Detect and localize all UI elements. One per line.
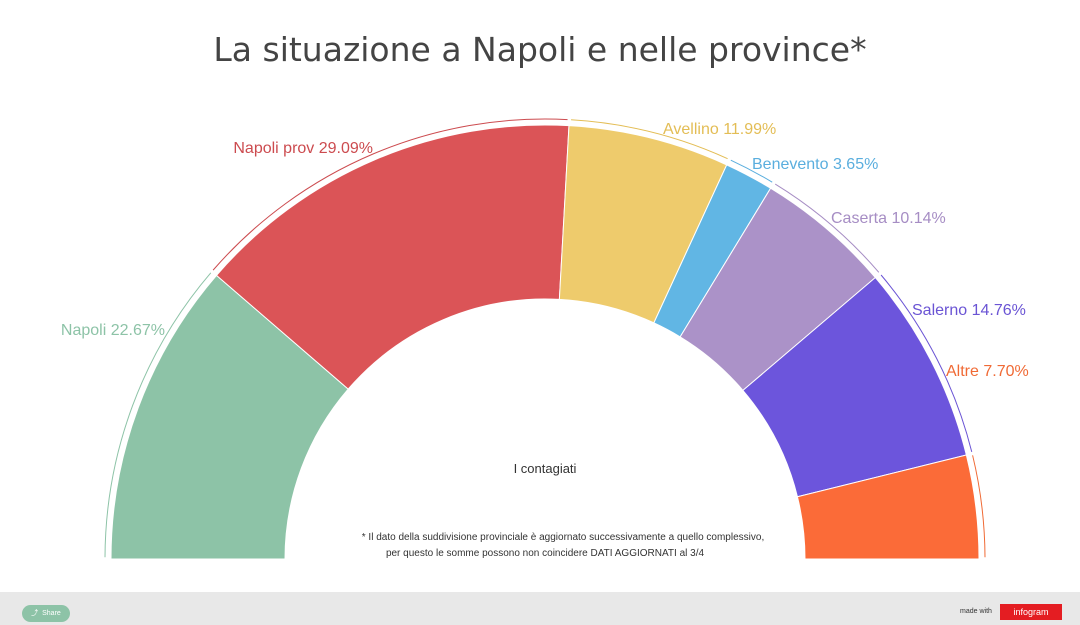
footnote-line-1: * Il dato della suddivisione provinciale… — [362, 532, 764, 543]
leader-salerno — [880, 274, 973, 453]
leader-benevento — [730, 159, 773, 183]
slice-altre[interactable] — [796, 454, 980, 560]
leader-altre — [972, 455, 986, 558]
slices-group — [110, 124, 980, 560]
made-with-text: made with — [960, 608, 992, 615]
footer-bar: ⤴ Share made with infogram — [0, 592, 1080, 625]
share-label: Share — [42, 610, 61, 617]
share-button[interactable]: ⤴ Share — [22, 605, 70, 622]
slice-napoli-prov[interactable] — [215, 124, 570, 390]
infogram-logo[interactable]: infogram — [1000, 604, 1062, 620]
chart-title: La situazione a Napoli e nelle province* — [213, 30, 867, 69]
label-benevento: Benevento 3.65% — [752, 156, 878, 173]
leader-caserta — [774, 183, 880, 273]
leader-napoli-prov — [212, 118, 568, 271]
center-label: I contagiati — [514, 461, 577, 476]
label-altre: Altre 7.70% — [946, 363, 1029, 380]
leader-avellino — [571, 119, 728, 160]
share-icon: ⤴ — [31, 610, 39, 617]
semi-donut-chart: Napoli 22.67% Napoli prov 29.09% Avellino … — [61, 118, 1029, 560]
label-napoli-prov: Napoli prov 29.09% — [233, 140, 373, 157]
labels-group: Napoli 22.67% Napoli prov 29.09% Avellino … — [61, 121, 1029, 380]
leader-napoli — [104, 272, 212, 558]
label-avellino: Avellino 11.99% — [663, 121, 776, 138]
label-napoli: Napoli 22.67% — [61, 322, 165, 339]
footnote-line-2: per questo le somme possono non coincide… — [386, 548, 705, 559]
leader-lines-group — [104, 118, 986, 558]
label-salerno: Salerno 14.76% — [912, 302, 1026, 319]
label-caserta: Caserta 10.14% — [831, 210, 946, 227]
